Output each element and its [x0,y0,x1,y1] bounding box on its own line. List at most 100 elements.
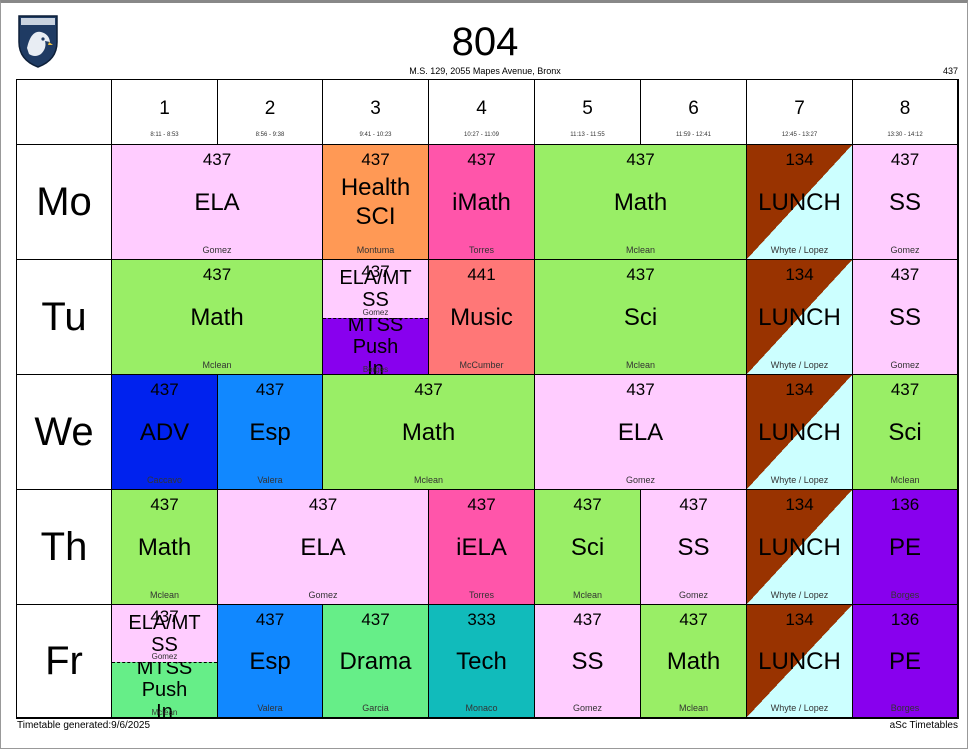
lesson-subject: iMath [452,188,511,216]
lesson-room: 437 [890,150,920,169]
day-label: We [17,375,112,490]
lesson-subject: Sci [570,533,605,561]
lesson-cell[interactable]: 134 LUNCH Whyte / Lopez [747,490,853,605]
lesson-cell[interactable]: 437 SS Gomez [853,260,958,375]
lesson-cell[interactable]: 437 Math Mclean [112,490,218,605]
period-time: 9:41 - 10:23 [359,132,392,138]
lesson-split-top[interactable]: 437 ELA/MT SS Gomez [323,260,428,318]
lesson-cell[interactable]: 437 Drama Garcia [323,605,429,718]
lesson-subject: ELA [194,188,240,216]
lesson-room: 437 [361,610,390,629]
school-crest-icon [18,15,58,68]
lesson-cell[interactable]: 437 Math Mclean [112,260,323,375]
lesson-cell[interactable]: 437 SS Gomez [641,490,747,605]
lesson-subject: Sci [888,418,922,446]
lesson-cell[interactable]: 437 ELA Gomez [112,145,323,260]
lesson-cell[interactable]: 134 LUNCH Whyte / Lopez [747,145,853,260]
split-divider [323,318,428,319]
lesson-cell[interactable]: 437 Health SCI Montuma [323,145,429,260]
lesson-subject: SS [571,647,604,675]
lesson-room: 437 [308,495,338,514]
lesson-subject: iELA [456,533,507,561]
lesson-teacher: Montuma [356,245,395,255]
lesson-room: 134 [785,610,814,629]
period-header: 4 10:27 - 11:09 [429,80,535,145]
lesson-subject: SS [888,303,921,331]
period-number: 6 [688,98,699,119]
lesson-cell[interactable]: 437 Math Mclean [535,145,747,260]
lesson-subject: LUNCH [758,303,841,331]
lesson-room: 134 [785,380,814,399]
lesson-cell[interactable]: 437 ADV Caccavo [112,375,218,490]
lesson-cell[interactable]: 437 iELA Torres [429,490,535,605]
lesson-teacher: Gomez [678,590,708,600]
day-label: Th [17,490,112,605]
period-time: 13:30 - 14:12 [887,132,923,138]
lesson-teacher: Whyte / Lopez [770,475,829,485]
lesson-cell[interactable]: 136 PE Borges [853,605,958,718]
lesson-cell[interactable]: 134 LUNCH Whyte / Lopez [747,260,853,375]
lesson-subject: MTSS Push In [347,318,404,375]
lesson-cell[interactable]: 437 ELA Gomez [218,490,429,605]
split-divider [112,662,217,663]
lesson-cell[interactable]: 437 Sci Mclean [853,375,958,490]
lesson-cell[interactable]: 134 LUNCH Whyte / Lopez [747,375,853,490]
lesson-split-bottom[interactable]: MTSS Push In Borges [323,318,428,375]
lesson-cell[interactable]: 136 PE Borges [853,490,958,605]
lesson-cell[interactable]: 437 Math Mclean [641,605,747,718]
lesson-cell[interactable]: 437 Esp Valera [218,375,323,490]
lesson-room: 437 [361,262,390,281]
period-header: 1 8:11 - 8:53 [112,80,218,145]
lesson-subject: Health SCI [340,174,411,230]
lesson-cell[interactable]: 437 Esp Valera [218,605,323,718]
lesson-room: 437 [150,380,179,399]
lesson-room: 437 [467,150,496,169]
lesson-teacher: Whyte / Lopez [770,590,829,600]
lesson-room: 437 [467,495,496,514]
lesson-cell[interactable]: 134 LUNCH Whyte / Lopez [747,605,853,718]
lesson-cell[interactable]: 437 ELA/MT SS Gomez MTSS Push In Mclean [112,605,218,718]
lesson-teacher: Valera [257,703,283,713]
lesson-subject: SS [888,188,921,216]
lesson-subject: Math [137,533,192,561]
generated-date: Timetable generated:9/6/2025 [17,720,151,731]
lesson-room: 437 [890,265,920,284]
lesson-teacher: Mclean [625,245,655,255]
lesson-cell[interactable]: 437 Math Mclean [323,375,535,490]
period-time: 12:45 - 13:27 [781,132,818,138]
period-number: 5 [582,98,593,119]
lesson-cell[interactable]: 441 Music McCumber [429,260,535,375]
lesson-teacher: Gomez [572,703,602,713]
lesson-cell[interactable]: 437 SS Gomez [853,145,958,260]
lesson-teacher: Mclean [890,475,920,485]
lesson-room: 134 [785,265,814,284]
lesson-subject: Esp [249,647,291,675]
lesson-subject: Drama [339,647,412,675]
lesson-cell[interactable]: 437 SS Gomez [535,605,641,718]
lesson-cell[interactable]: 437 ELA/MT SS Gomez MTSS Push In Borges [323,260,429,375]
lesson-room: 437 [150,607,179,626]
lesson-split-bottom[interactable]: MTSS Push In Mclean [112,662,217,717]
period-number: 3 [370,98,381,119]
period-header: 3 9:41 - 10:23 [323,80,429,145]
period-time: 8:56 - 9:38 [255,132,285,138]
period-number: 7 [794,98,805,119]
lesson-cell[interactable]: 437 Sci Mclean [535,260,747,375]
lesson-cell[interactable]: 437 ELA Gomez [535,375,747,490]
lesson-room: 437 [361,150,390,169]
lesson-subject: Math [613,188,668,216]
lesson-teacher: Mclean [202,360,232,370]
lesson-cell[interactable]: 437 Sci Mclean [535,490,641,605]
lesson-cell[interactable]: 437 iMath Torres [429,145,535,260]
lesson-cell[interactable]: 333 Tech Monaco [429,605,535,718]
lesson-subject: ELA [300,533,346,561]
period-number: 4 [476,98,487,119]
lesson-teacher: Garcia [362,703,389,713]
lesson-room: 437 [679,495,708,514]
lesson-room: 437 [626,150,655,169]
lesson-split-top[interactable]: 437 ELA/MT SS Gomez [112,605,217,662]
lesson-subject: Sci [623,303,658,331]
homeroom-number: 437 [942,66,958,76]
lesson-room: 437 [573,610,602,629]
